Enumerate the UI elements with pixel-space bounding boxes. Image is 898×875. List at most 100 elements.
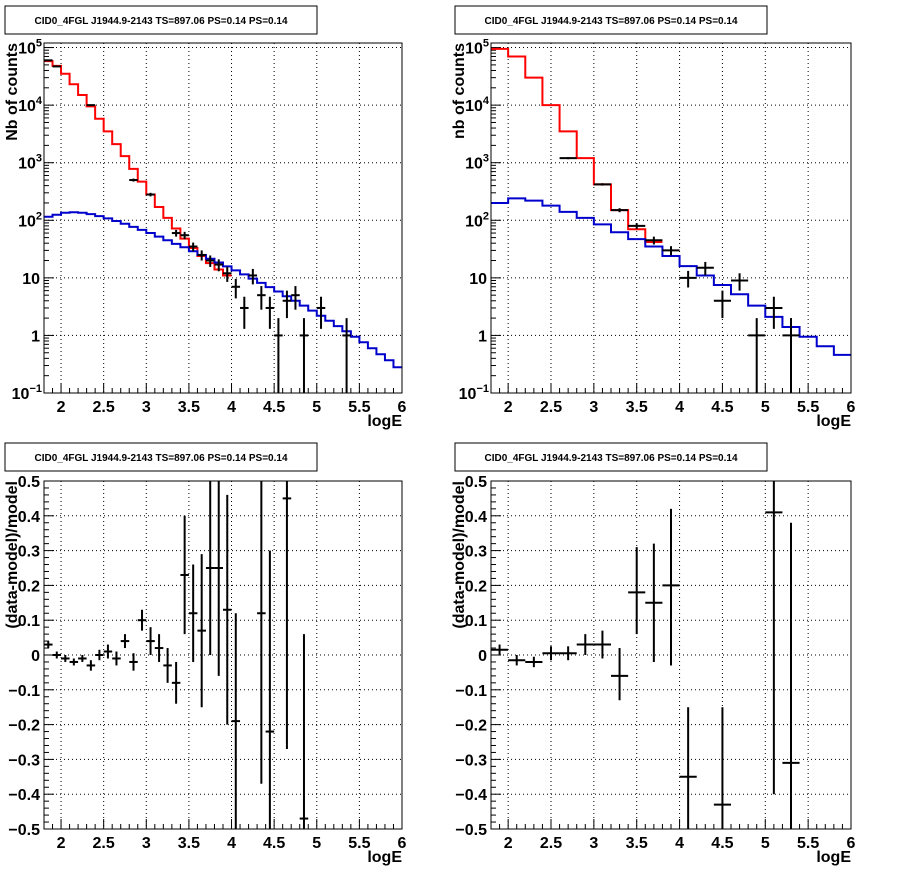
data-point (765, 481, 783, 795)
y-tick-label: −0.1 (455, 683, 487, 700)
y-tick-label: 105 (465, 38, 489, 58)
data-point (61, 655, 70, 662)
title-box (454, 5, 768, 35)
data-point (525, 656, 543, 668)
plot-data (44, 481, 309, 829)
data-point (171, 229, 181, 237)
data-point (611, 648, 629, 701)
plot-data (491, 481, 800, 829)
data-point (559, 157, 577, 160)
data-point (163, 648, 172, 683)
plot-frame (490, 42, 852, 394)
data-point (129, 178, 138, 182)
y-tick-label: −0.4 (455, 787, 487, 804)
model-step-line (44, 60, 232, 277)
data-point (265, 550, 275, 829)
x-tick-label: 2.5 (540, 399, 562, 416)
x-tick-label: 2 (57, 399, 66, 416)
x-tick-label: 3 (142, 835, 151, 852)
x-tick-label: 4.5 (711, 835, 733, 852)
y-tick-label: 103 (465, 153, 489, 173)
data-point (240, 296, 249, 329)
title-box (454, 442, 768, 472)
data-point (782, 318, 800, 393)
data-point (112, 651, 121, 666)
data-point (52, 651, 62, 659)
data-point (662, 508, 680, 666)
x-tick-label: 3 (142, 399, 151, 416)
data-point (282, 481, 292, 749)
y-tick-label: 10 (22, 271, 40, 288)
plot-frame (43, 42, 403, 394)
data-point (223, 494, 232, 725)
data-point (197, 250, 206, 261)
data-point (257, 286, 266, 310)
x-tick-label: 3.5 (626, 835, 648, 852)
y-axis-label: (data-model)/model (4, 481, 21, 629)
y-tick-label: −0.1 (8, 683, 40, 700)
data-point (44, 641, 53, 649)
x-tick-label: 6 (398, 835, 407, 852)
data-point (231, 278, 241, 299)
chart-title: CID0_4FGL J1944.9-2143 TS=897.06 PS=0.14… (484, 16, 737, 27)
data-point (291, 286, 300, 310)
data-point (231, 613, 241, 829)
x-tick-label: 5 (761, 835, 770, 852)
data-point (342, 318, 351, 393)
data-point (52, 65, 62, 68)
data-point (180, 231, 189, 240)
y-tick-label: 10−1 (12, 383, 42, 403)
data-point (679, 270, 697, 288)
title-box (4, 442, 318, 472)
axis-ticks (43, 47, 403, 394)
data-point (299, 318, 309, 393)
y-tick-label: 0.5 (18, 474, 40, 491)
data-point (257, 481, 266, 784)
plot-data (44, 59, 402, 393)
x-tick-label: 4.5 (711, 399, 733, 416)
data-point (713, 290, 731, 319)
x-axis-label: logE (367, 413, 402, 430)
y-tick-label: 0.3 (465, 544, 487, 561)
x-tick-label: 5.5 (797, 835, 819, 852)
y-tick-label: 0.1 (465, 613, 487, 630)
y-tick-label: 0.2 (465, 578, 487, 595)
data-point (645, 236, 663, 245)
data-point (713, 707, 731, 829)
x-tick-label: 6 (847, 835, 856, 852)
data-point (120, 634, 130, 649)
data-point (508, 655, 526, 666)
x-tick-label: 2 (504, 399, 513, 416)
model-step-line (491, 197, 851, 356)
title-box (4, 5, 318, 35)
grid-lines (44, 43, 403, 394)
x-tick-label: 5.5 (797, 399, 819, 416)
x-tick-label: 2 (504, 835, 513, 852)
data-point (628, 547, 646, 635)
data-point (69, 658, 79, 666)
y-tick-label: 105 (18, 38, 42, 58)
data-point (662, 246, 680, 256)
data-point (559, 646, 577, 661)
x-tick-label: 3.5 (178, 835, 200, 852)
x-tick-label: 3 (589, 399, 598, 416)
x-tick-label: 2.5 (540, 835, 562, 852)
data-point (180, 515, 189, 635)
y-tick-label: 10−1 (459, 383, 489, 403)
data-point (265, 296, 275, 329)
y-tick-label: 0.2 (18, 578, 40, 595)
x-axis-label: logE (816, 413, 851, 430)
data-point (188, 564, 198, 662)
data-point (103, 644, 113, 659)
x-tick-label: 6 (847, 399, 856, 416)
x-tick-label: 6 (398, 399, 407, 416)
y-axis-label: (data-model)/model (451, 481, 468, 629)
y-tick-label: 0 (31, 648, 40, 665)
x-tick-label: 4.5 (263, 399, 285, 416)
data-point (86, 660, 96, 671)
data-point (129, 653, 138, 671)
y-tick-label: 0.4 (18, 509, 40, 526)
x-tick-label: 5.5 (348, 399, 370, 416)
data-point (679, 707, 697, 829)
x-tick-label: 4 (675, 835, 684, 852)
